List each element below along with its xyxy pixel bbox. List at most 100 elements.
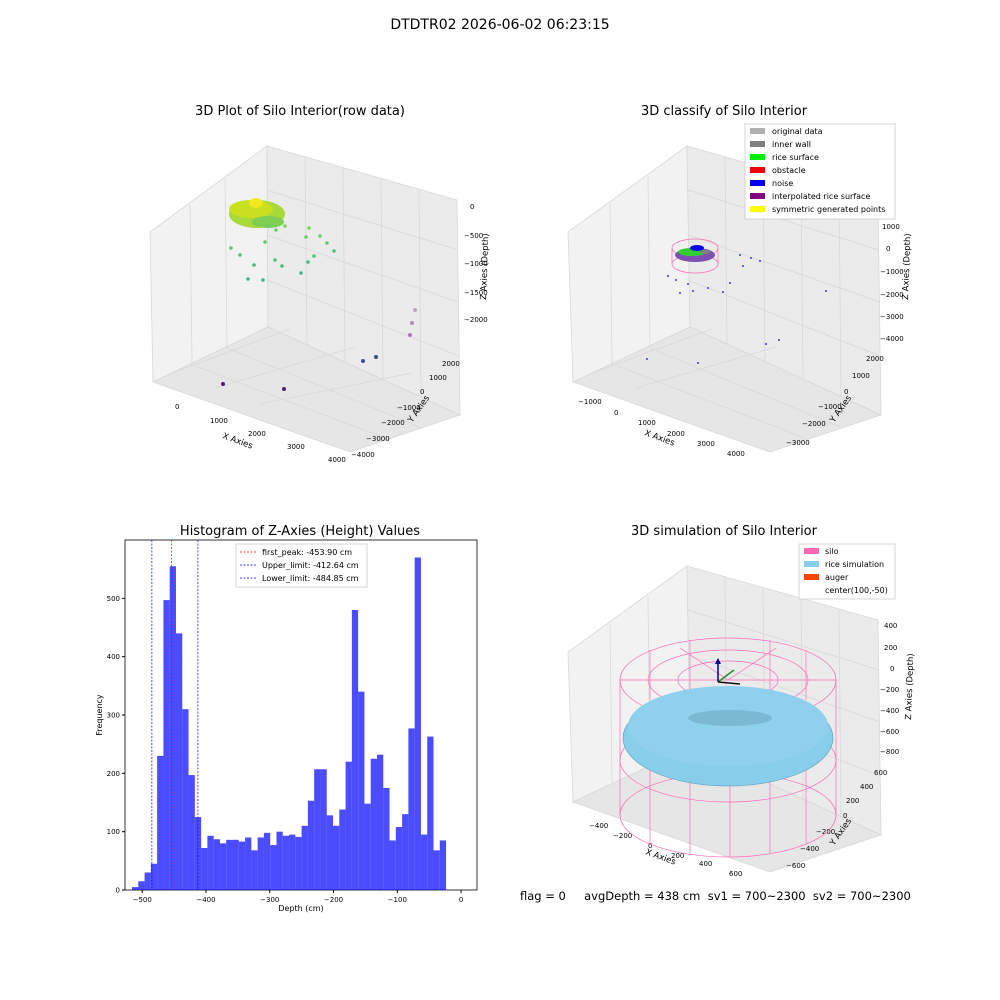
- panel1-back-wall: [149, 145, 269, 383]
- hist-ytick-label: 200: [107, 770, 120, 778]
- hist-bar: [245, 837, 252, 890]
- legend-swatch-original: [750, 128, 765, 134]
- legend-label-auger: auger: [825, 573, 849, 582]
- p4-silo-wireframe: [619, 637, 837, 858]
- hist-bar: [282, 835, 290, 890]
- p4-legend: silo rice simulation auger center(100,-5…: [798, 543, 896, 600]
- hist-bar: [238, 841, 246, 890]
- hist-bar: [420, 834, 428, 890]
- legend-label-upper: Upper_limit: -412.64 cm: [262, 561, 359, 570]
- p1-ytick-6: 2000: [442, 360, 460, 368]
- hist-bar: [132, 887, 139, 890]
- hist-ytick-label: 400: [107, 653, 120, 661]
- panel1-floor: [151, 326, 462, 453]
- hist-bar: [333, 825, 340, 890]
- p1-ylabel: Y Axies: [406, 393, 433, 425]
- p4-ytick-1: −400: [800, 845, 819, 853]
- hist-ytick-label: 0: [116, 887, 120, 895]
- p2-ztick-4: −3000: [880, 313, 904, 321]
- p2-ytick-2: −1000: [818, 403, 842, 411]
- p1-ztick-2: −1000: [464, 260, 488, 268]
- hist-vlines: [151, 540, 199, 890]
- hist-bar: [301, 825, 308, 890]
- hist-ytick-label: 300: [107, 712, 120, 720]
- hist-bar: [169, 566, 176, 890]
- hist-bar: [370, 758, 377, 890]
- p2-back-wall: [567, 145, 691, 383]
- p1-ytick-0: −4000: [351, 451, 375, 459]
- hist-bar: [207, 835, 214, 890]
- p4-xtick-0: −400: [589, 822, 608, 830]
- p2-side-wall: [686, 145, 882, 416]
- p1-ztick-4: −2000: [464, 316, 488, 324]
- hist-bar: [351, 610, 359, 890]
- hist-bar: [383, 787, 390, 890]
- p1-xtick-2: 2000: [248, 430, 266, 438]
- hist-xtick-label: 0: [459, 896, 463, 904]
- p2-ylabel: Y Axies: [828, 393, 855, 425]
- panel1-title: 3D Plot of Silo Interior(row data): [195, 104, 405, 119]
- legend-swatch-interpolated: [750, 193, 765, 199]
- p2-legend: original data inner wall rice surface ob…: [744, 123, 896, 220]
- p4-ztick-4: −400: [880, 707, 899, 715]
- hist-bar: [402, 814, 409, 890]
- p2-xtick-4: 3000: [697, 440, 715, 448]
- p2-noise-points: [646, 254, 827, 364]
- hist-bar: [144, 872, 151, 890]
- p1-xlabel: X Axies: [221, 431, 254, 451]
- hist-ylabel: Frequency: [95, 694, 104, 736]
- p4-rice-surface: [622, 686, 834, 787]
- hist-bar: [182, 709, 189, 890]
- p4-xtick-2: 0: [648, 842, 652, 850]
- hist-ytick-label: 500: [107, 595, 120, 603]
- hist-yticks: 0 100 200 300 400 500: [107, 595, 125, 895]
- p4-xlabel: X Axies: [644, 847, 677, 867]
- hist-bar: [326, 815, 334, 890]
- panel2-title: 3D classify of Silo Interior: [640, 104, 808, 119]
- hist-bar: [414, 557, 421, 890]
- p1-ytick-2: −2000: [381, 419, 405, 427]
- hist-bar: [427, 736, 434, 890]
- legend-swatch-inner-wall: [750, 141, 765, 147]
- p2-xtick-2: 1000: [638, 419, 656, 427]
- hist-bar: [345, 761, 352, 890]
- hist-bar: [408, 728, 415, 890]
- p4-ztick-5: −600: [880, 728, 899, 736]
- hist-bar: [213, 839, 220, 890]
- legend-label-lower: Lower_limit: -484.85 cm: [262, 574, 359, 583]
- legend-swatch-rice-sim: [804, 561, 819, 567]
- hist-xtick-label: −500: [133, 896, 152, 904]
- p1-ztick-1: −500: [464, 232, 483, 240]
- p2-ytick-0: −3000: [786, 439, 810, 447]
- hist-xtick-label: −400: [196, 896, 215, 904]
- p2-floor: [571, 326, 883, 453]
- hist-bar: [194, 817, 202, 890]
- p2-ytick-4: 1000: [852, 372, 870, 380]
- p2-xtick-5: 4000: [727, 450, 745, 458]
- hist-xticks: −500 −400 −300 −200 −100 0: [133, 890, 463, 904]
- legend-label-obstacle: obstacle: [772, 166, 806, 175]
- legend-label-first-peak: first_peak: -453.90 cm: [262, 548, 352, 557]
- p2-ytick-3: 0: [844, 388, 848, 396]
- p2-silo-cylinder: [671, 238, 719, 274]
- hist-bar: [257, 837, 264, 890]
- legend-label-interpolated: interpolated rice surface: [772, 192, 870, 201]
- hist-bar: [295, 836, 302, 890]
- p1-ztick-0: 0: [470, 203, 474, 211]
- hist-bar: [389, 840, 396, 890]
- panel1-side-wall: [266, 145, 461, 416]
- p4-ztick-0: 400: [884, 622, 897, 630]
- hist-bar: [226, 839, 233, 890]
- p4-floor: [571, 746, 883, 873]
- hist-bar: [314, 769, 321, 890]
- hist-bar: [276, 831, 283, 890]
- hist-bar: [163, 600, 170, 890]
- hist-xtick-label: −300: [260, 896, 279, 904]
- p4-back-wall: [567, 565, 691, 803]
- hist-xtick-label: −100: [388, 896, 407, 904]
- hist-bar: [251, 850, 258, 890]
- legend-label-silo: silo: [825, 547, 839, 556]
- hist-bar: [263, 832, 271, 890]
